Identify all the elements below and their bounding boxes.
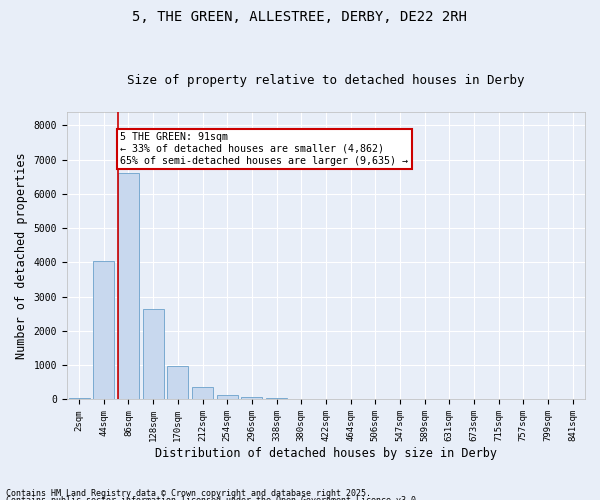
Bar — [192, 387, 213, 400]
Title: Size of property relative to detached houses in Derby: Size of property relative to detached ho… — [127, 74, 524, 87]
Text: 5 THE GREEN: 91sqm
← 33% of detached houses are smaller (4,862)
65% of semi-deta: 5 THE GREEN: 91sqm ← 33% of detached hou… — [121, 132, 409, 166]
Bar — [94, 261, 114, 400]
Bar — [167, 366, 188, 400]
X-axis label: Distribution of detached houses by size in Derby: Distribution of detached houses by size … — [155, 447, 497, 460]
Text: 5, THE GREEN, ALLESTREE, DERBY, DE22 2RH: 5, THE GREEN, ALLESTREE, DERBY, DE22 2RH — [133, 10, 467, 24]
Bar — [266, 398, 287, 400]
Bar — [241, 397, 262, 400]
Text: Contains public sector information licensed under the Open Government Licence v3: Contains public sector information licen… — [6, 496, 421, 500]
Bar — [118, 172, 139, 400]
Bar — [143, 309, 164, 400]
Y-axis label: Number of detached properties: Number of detached properties — [15, 152, 28, 359]
Bar — [68, 398, 89, 400]
Bar — [217, 394, 238, 400]
Text: Contains HM Land Registry data © Crown copyright and database right 2025.: Contains HM Land Registry data © Crown c… — [6, 488, 371, 498]
